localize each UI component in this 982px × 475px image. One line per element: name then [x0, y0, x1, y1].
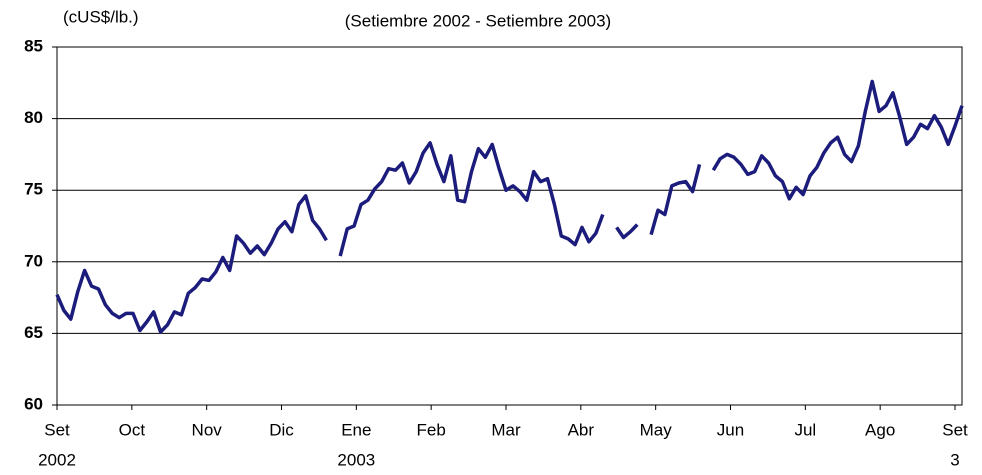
x-tick-label: Jul: [794, 420, 816, 439]
y-tick-label: 60: [24, 394, 43, 413]
y-tick-label: 65: [24, 323, 43, 342]
y-tick-label: 85: [24, 36, 43, 55]
x-tick-sublabel: 2003: [337, 450, 375, 469]
x-tick-label: Feb: [417, 420, 446, 439]
x-tick-label: Ene: [341, 420, 371, 439]
price-line: [55, 79, 964, 334]
plot-border: [56, 46, 963, 406]
chart-subtitle: (Setiembre 2002 - Setiembre 2003): [345, 11, 611, 30]
x-tick-label: Set: [942, 420, 968, 439]
x-tick-label: Abr: [568, 420, 595, 439]
x-tick-label: Mar: [491, 420, 521, 439]
y-tick-label: 80: [24, 108, 43, 127]
x-tick-label: Ago: [865, 420, 895, 439]
unit-label: (cUS$/lb.): [63, 7, 139, 26]
x-tick-label: Jun: [717, 420, 744, 439]
y-tick-label: 70: [24, 251, 43, 270]
x-tick-label: Dic: [269, 420, 294, 439]
x-tick-label: May: [640, 420, 673, 439]
y-tick-label: 75: [24, 180, 43, 199]
x-tick-label: Nov: [192, 420, 223, 439]
x-tick-sublabel: 2002: [38, 450, 76, 469]
x-tick-label: Set: [44, 420, 70, 439]
x-tick-label: Oct: [119, 420, 146, 439]
x-tick-sublabel: 3: [950, 450, 959, 469]
